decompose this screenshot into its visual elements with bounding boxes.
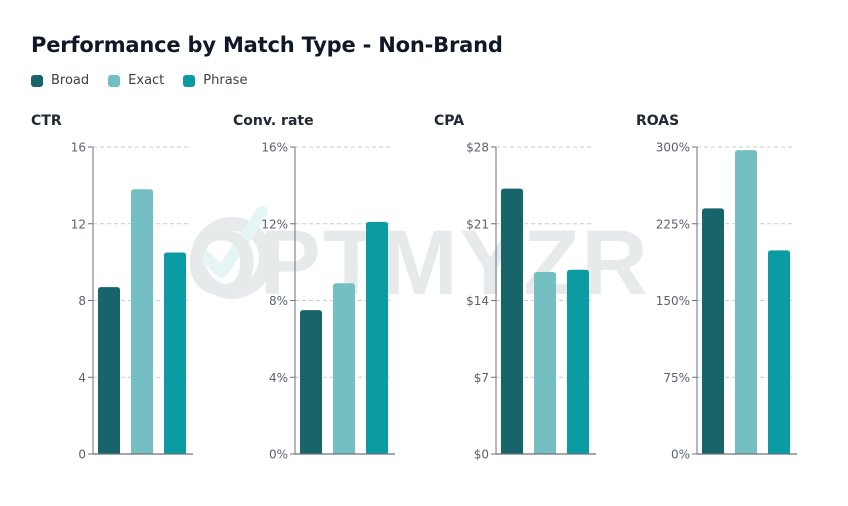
legend-item-phrase[interactable]: Phrase	[183, 73, 247, 88]
y-tick-label: 8	[78, 294, 86, 308]
bar-broad	[702, 208, 724, 454]
y-tick-label: 4	[78, 371, 86, 385]
bar-phrase	[164, 252, 186, 454]
panel-title: ROAS	[636, 113, 679, 129]
chart-panel-ctr: CTR 0 4 8 12 16	[31, 113, 193, 462]
chart-panel-conv-rate: Conv. rate 0% 4% 8% 12% 16%	[233, 113, 395, 462]
bar-phrase	[768, 250, 790, 454]
chart-panel-cpa: CPA $0 $7 $14 $21 $28	[434, 113, 596, 462]
bar-exact	[735, 150, 757, 454]
legend-label: Phrase	[203, 73, 248, 88]
panel-title: CPA	[434, 113, 464, 129]
y-tick-label: 4%	[269, 371, 288, 385]
legend-swatch	[183, 74, 196, 87]
bar-exact	[333, 283, 355, 454]
bar-broad	[98, 287, 120, 454]
bar-broad	[501, 188, 523, 454]
y-tick-label: 225%	[656, 217, 690, 231]
chart-title: Performance by Match Type - Non-Brand	[31, 33, 503, 57]
legend-swatch	[108, 74, 121, 87]
legend-label: Broad	[51, 73, 90, 88]
bar-phrase	[567, 269, 589, 454]
legend-label: Exact	[128, 73, 165, 88]
y-tick-label: 12%	[261, 217, 288, 231]
bar-exact	[131, 189, 153, 454]
y-tick-label: 150%	[656, 294, 690, 308]
legend-item-exact[interactable]: Exact	[108, 73, 164, 88]
y-tick-label: $14	[466, 294, 489, 308]
panel-title: CTR	[31, 113, 62, 129]
legend-item-broad[interactable]: Broad	[31, 73, 89, 88]
panel-title: Conv. rate	[233, 113, 314, 129]
y-tick-label: $0	[474, 448, 489, 462]
bar-exact	[534, 271, 556, 454]
y-tick-label: 75%	[663, 371, 690, 385]
y-tick-label: $28	[466, 141, 489, 155]
legend-swatch	[31, 74, 43, 87]
y-tick-label: 8%	[269, 294, 288, 308]
y-tick-label: $21	[466, 217, 489, 231]
y-tick-label: 0%	[269, 448, 288, 462]
y-tick-label: 300%	[656, 141, 690, 155]
legend: Broad Exact Phrase	[31, 73, 266, 88]
y-tick-label: $7	[474, 371, 489, 385]
y-tick-label: 0	[78, 448, 86, 462]
y-tick-label: 0%	[671, 448, 690, 462]
bar-broad	[300, 310, 322, 454]
y-tick-label: 16%	[261, 141, 288, 155]
y-tick-label: 12	[71, 217, 86, 231]
bar-phrase	[366, 221, 388, 454]
chart-panel-roas: ROAS 0% 75% 150% 225% 300%	[636, 113, 797, 462]
y-tick-label: 16	[71, 141, 86, 155]
